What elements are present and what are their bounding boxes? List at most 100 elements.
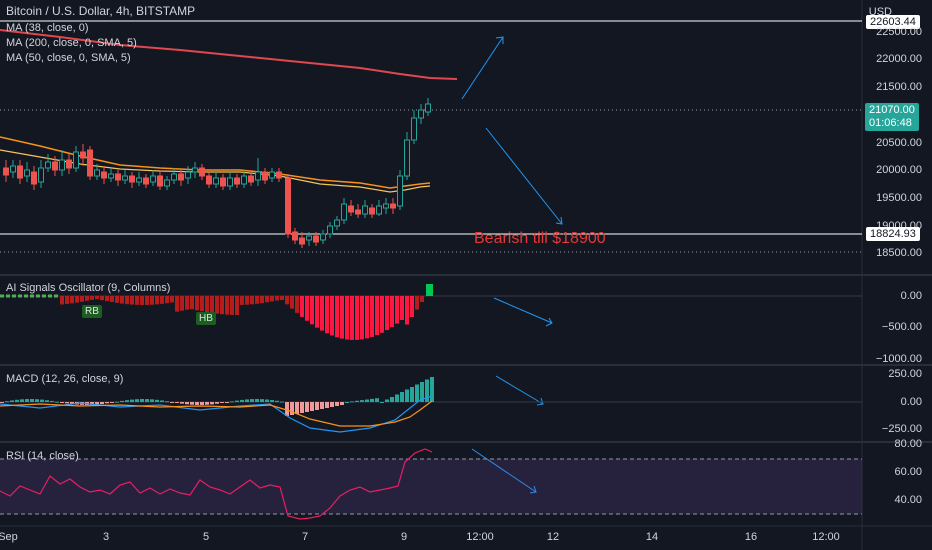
candle[interactable] bbox=[383, 203, 389, 209]
candle[interactable] bbox=[136, 177, 142, 183]
ma38-line[interactable] bbox=[0, 149, 431, 193]
candle[interactable] bbox=[404, 139, 410, 177]
macd-histogram-bar bbox=[160, 400, 164, 402]
indicator-ai-label[interactable]: AI Signals Oscillator (9, Columns) bbox=[6, 282, 171, 294]
macd-histogram[interactable] bbox=[0, 377, 434, 416]
candle[interactable] bbox=[234, 177, 240, 185]
candle[interactable] bbox=[299, 237, 305, 245]
indicator-ma50-label[interactable]: MA (50, close, 0, SMA, 5) bbox=[6, 52, 131, 64]
candle[interactable] bbox=[129, 175, 135, 183]
ai-column bbox=[380, 296, 384, 333]
ai-column bbox=[270, 296, 274, 302]
macd-histogram-bar bbox=[105, 402, 109, 404]
candle[interactable] bbox=[376, 205, 382, 215]
candle[interactable] bbox=[199, 167, 205, 177]
indicator-ma38-label[interactable]: MA (38, close, 0) bbox=[6, 22, 89, 34]
indicator-macd-label[interactable]: MACD (12, 26, close, 9) bbox=[6, 373, 124, 385]
candle[interactable] bbox=[411, 117, 417, 141]
candle[interactable] bbox=[262, 171, 268, 181]
candle[interactable] bbox=[220, 177, 226, 187]
candle[interactable] bbox=[348, 205, 354, 213]
candle[interactable] bbox=[306, 235, 312, 241]
ai-column bbox=[235, 296, 239, 315]
candle[interactable] bbox=[269, 171, 275, 179]
candle[interactable] bbox=[150, 175, 156, 183]
macd-histogram-bar bbox=[215, 402, 219, 404]
candles[interactable] bbox=[3, 98, 431, 248]
ai-column bbox=[410, 296, 414, 317]
ai-oscillator-columns[interactable] bbox=[60, 296, 424, 340]
indicator-ma200-label[interactable]: MA (200, close, 0, SMA, 5) bbox=[6, 37, 137, 49]
candle[interactable] bbox=[45, 161, 51, 169]
candle[interactable] bbox=[192, 167, 198, 173]
candle[interactable] bbox=[227, 177, 233, 187]
symbol-title[interactable]: Bitcoin / U.S. Dollar, 4h, BITSTAMP bbox=[6, 4, 196, 18]
forecast-arrows[interactable] bbox=[461, 36, 563, 494]
candle[interactable] bbox=[276, 171, 282, 179]
candle[interactable] bbox=[17, 165, 23, 179]
candle[interactable] bbox=[115, 173, 121, 181]
candle[interactable] bbox=[171, 173, 177, 181]
candle[interactable] bbox=[108, 173, 114, 179]
candle[interactable] bbox=[52, 161, 58, 171]
macd-histogram-bar bbox=[350, 401, 354, 403]
ma200-line[interactable] bbox=[0, 29, 458, 80]
macd-histogram-bar bbox=[340, 402, 344, 405]
macd-histogram-bar bbox=[300, 402, 304, 413]
candle[interactable] bbox=[38, 167, 44, 183]
candle[interactable] bbox=[397, 175, 403, 207]
candle[interactable] bbox=[355, 209, 361, 215]
candle[interactable] bbox=[87, 149, 93, 177]
candle[interactable] bbox=[122, 175, 128, 181]
candle[interactable] bbox=[66, 159, 72, 169]
ai-column bbox=[125, 296, 129, 305]
candle[interactable] bbox=[24, 169, 30, 177]
candle[interactable] bbox=[334, 219, 340, 227]
candle[interactable] bbox=[3, 167, 9, 176]
candle[interactable] bbox=[31, 171, 37, 185]
ai-column bbox=[190, 296, 194, 310]
ai-column bbox=[70, 296, 74, 304]
candle[interactable] bbox=[292, 231, 298, 241]
candle[interactable] bbox=[73, 151, 79, 169]
candle[interactable] bbox=[143, 177, 149, 185]
ai-column bbox=[135, 296, 139, 305]
candle[interactable] bbox=[10, 165, 16, 173]
indicator-rsi-label[interactable]: RSI (14, close) bbox=[6, 450, 79, 462]
candle[interactable] bbox=[327, 225, 333, 235]
candle[interactable] bbox=[248, 175, 254, 183]
candle[interactable] bbox=[80, 151, 86, 159]
candle[interactable] bbox=[101, 171, 107, 179]
candle[interactable] bbox=[369, 207, 375, 215]
bearish-annotation[interactable]: Bearish till $18900 bbox=[474, 230, 606, 247]
candle[interactable] bbox=[341, 203, 347, 221]
candle[interactable] bbox=[313, 235, 319, 243]
rsi-tick: 80.00 bbox=[894, 438, 922, 450]
macd-histogram-bar bbox=[420, 382, 424, 402]
candle[interactable] bbox=[241, 175, 247, 185]
ai-column bbox=[155, 296, 159, 305]
candle[interactable] bbox=[285, 177, 291, 235]
candle[interactable] bbox=[185, 171, 191, 179]
macd-histogram-bar bbox=[115, 401, 119, 403]
signal-line[interactable] bbox=[0, 400, 433, 427]
candle[interactable] bbox=[213, 177, 219, 185]
macd-histogram-bar bbox=[325, 402, 329, 408]
candle[interactable] bbox=[425, 103, 431, 113]
candle[interactable] bbox=[94, 169, 100, 177]
candle[interactable] bbox=[157, 175, 163, 187]
candle[interactable] bbox=[320, 233, 326, 241]
candle[interactable] bbox=[59, 159, 65, 171]
candle[interactable] bbox=[362, 205, 368, 215]
ai-column bbox=[310, 296, 314, 325]
ai-column bbox=[130, 296, 134, 305]
candle[interactable] bbox=[255, 171, 261, 181]
candle[interactable] bbox=[390, 203, 396, 209]
candle[interactable] bbox=[164, 179, 170, 187]
ai-column bbox=[105, 296, 109, 302]
candle[interactable] bbox=[418, 109, 424, 119]
candle[interactable] bbox=[206, 175, 212, 185]
candle[interactable] bbox=[178, 173, 184, 181]
rsi-line[interactable] bbox=[0, 448, 433, 520]
